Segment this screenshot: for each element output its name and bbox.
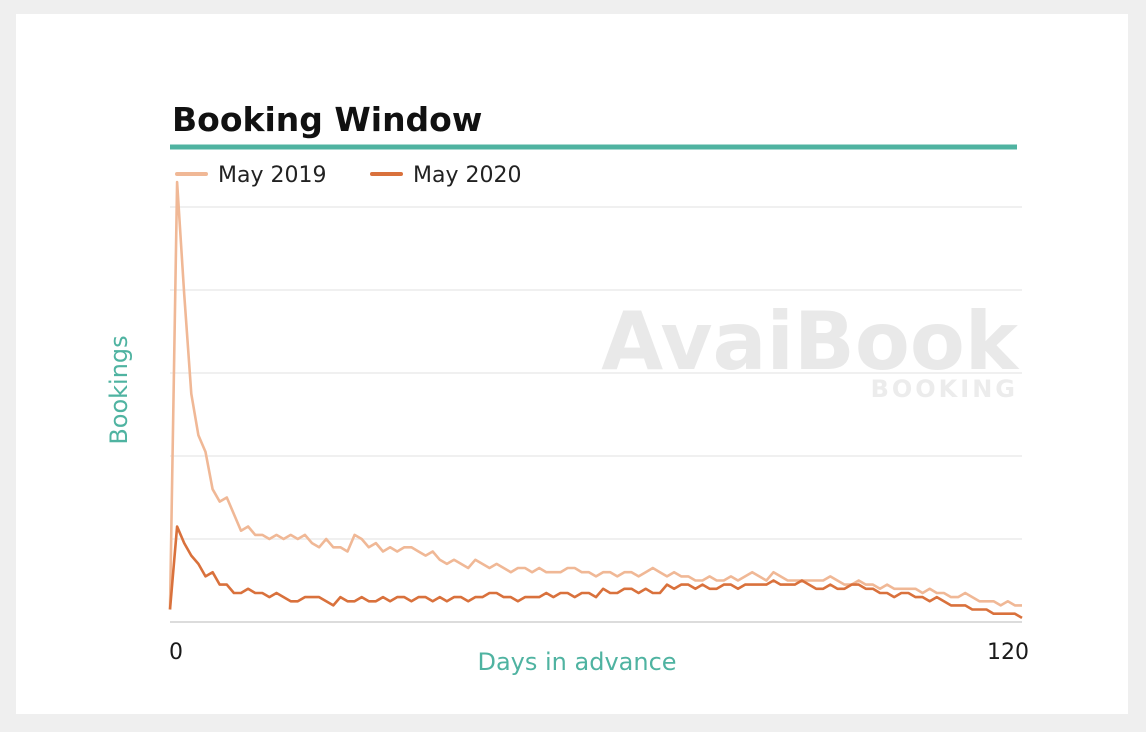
booking-window-chart: Booking Window May 2019 May 2020 AvaiBoo… [105,100,1029,676]
series-line-may-2019 [168,180,1022,610]
chart-card: Booking Window May 2019 May 2020 AvaiBoo… [16,14,1128,714]
legend-label-may-2019: May 2019 [218,163,326,188]
watermark: AvaiBook BOOKING [601,295,1020,403]
x-tick-0: 0 [169,640,183,665]
x-axis-label: Days in advance [477,648,676,676]
watermark-logo: AvaiBook [601,295,1020,388]
gridlines [170,206,1022,623]
chart-title: Booking Window [172,100,482,139]
legend-label-may-2020: May 2020 [413,163,521,188]
legend: May 2019 May 2020 [175,163,521,188]
series-line-may-2020 [168,525,1023,620]
x-tick-120: 120 [987,640,1029,665]
y-axis-label: Bookings [105,335,133,444]
series-lines [168,180,1023,620]
watermark-tagline: BOOKING [871,375,1018,403]
